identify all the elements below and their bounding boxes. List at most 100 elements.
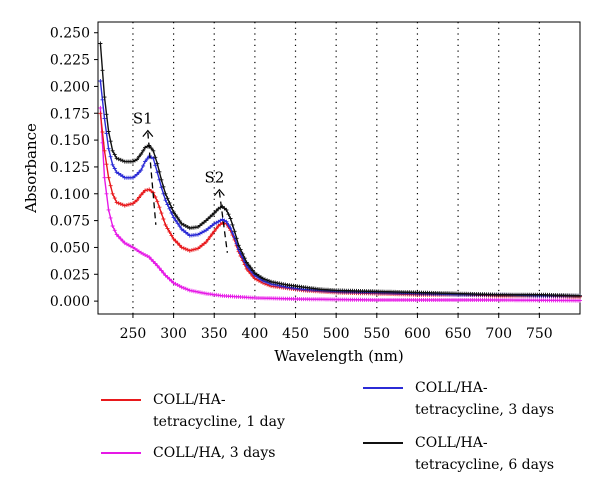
series-marker [106,146,111,151]
series-marker [226,222,231,227]
series-marker [200,230,204,235]
series-marker [244,260,249,265]
series-marker [232,229,237,234]
series-marker [112,196,117,201]
series-marker [204,218,209,223]
series-marker [204,240,209,245]
series-marker [157,169,162,174]
y-tick-label: 0.200 [50,79,90,95]
series-marker [169,233,174,238]
series-marker [98,105,103,110]
series-marker [161,184,166,189]
series-marker [173,213,178,217]
x-tick-label: 500 [323,326,350,342]
y-tick-label: 0.125 [50,160,90,176]
series-marker [114,156,119,161]
y-tick-label: 0.225 [50,53,90,69]
series-marker [226,212,231,217]
series-marker [578,298,582,303]
series-marker [104,191,109,196]
y-axis-title: Absorbance [22,123,40,214]
series-marker [102,148,107,153]
y-tick-label: 0.025 [50,267,90,283]
series-marker [169,205,174,210]
series-marker [206,237,211,242]
series-marker [114,200,119,205]
x-tick-label: 400 [242,326,269,342]
x-tick-label: 350 [201,326,228,342]
series-marker [200,243,204,248]
series-marker [578,293,582,298]
series-marker [151,148,156,153]
series-marker [208,234,213,239]
x-tick-label: 250 [120,326,147,342]
series-marker [183,247,188,252]
series-marker [171,210,176,214]
series-marker [155,199,160,204]
series-marker [175,215,180,220]
series-marker [179,227,184,232]
series-marker [165,226,170,231]
series-marker [110,224,115,228]
x-tick-label: 600 [404,326,431,342]
series-marker [116,157,121,162]
series-marker [181,286,186,290]
series-marker [151,259,156,264]
annotation-s1-label: S1 [133,110,153,128]
series-marker [137,170,141,175]
series-marker [120,158,125,163]
series-marker [250,268,255,273]
x-tick-label: 750 [526,326,553,342]
series-marker [118,202,123,206]
series-marker [163,222,168,227]
series-marker [212,221,217,226]
y-tick-label: 0.150 [50,133,90,149]
series-marker [110,162,115,167]
series-marker [102,175,107,180]
series-marker [153,155,158,160]
series-marker [98,111,103,116]
x-tick-label: 700 [485,326,512,342]
series-marker [98,79,103,83]
series-marker [159,185,164,190]
series-marker [149,146,154,151]
series-marker [242,256,247,261]
series-marker [163,273,168,278]
series-marker [100,68,105,73]
series-marker [234,236,239,241]
series-marker [265,278,270,283]
series-marker [147,255,152,260]
series-marker [159,177,164,182]
series-marker [145,156,150,161]
x-tick-label: 550 [363,326,390,342]
series-marker [173,281,178,286]
series-marker [108,215,113,220]
series-marker [167,206,172,211]
series-marker [175,221,180,226]
annotation-s2-label: S2 [204,169,224,187]
series-layer [98,41,582,303]
series-marker [177,218,182,223]
series-marker [155,170,160,175]
x-axis-title: Wavelength (nm) [274,347,403,365]
series-marker [171,236,176,241]
y-axis-ticks: 0.000 0.025 0.050 0.075 0.100 0.125 0.150 0.175… [50,26,98,310]
series-marker [214,226,219,231]
series-marker [112,166,117,171]
x-tick-label: 300 [160,326,187,342]
y-tick-label: 0.050 [50,240,90,256]
x-tick-label: 450 [282,326,309,342]
series-markers [98,41,582,298]
series-marker [124,203,129,207]
series-marker [161,270,166,275]
series-marker [185,287,190,292]
series-marker [224,207,229,212]
series-marker [128,202,133,206]
series-marker [143,253,148,257]
annotation-dashed-line [147,132,157,225]
series-marker [210,232,215,236]
annotation-dashed-line [218,191,229,253]
series-marker [155,161,160,166]
series-marker [128,244,133,249]
